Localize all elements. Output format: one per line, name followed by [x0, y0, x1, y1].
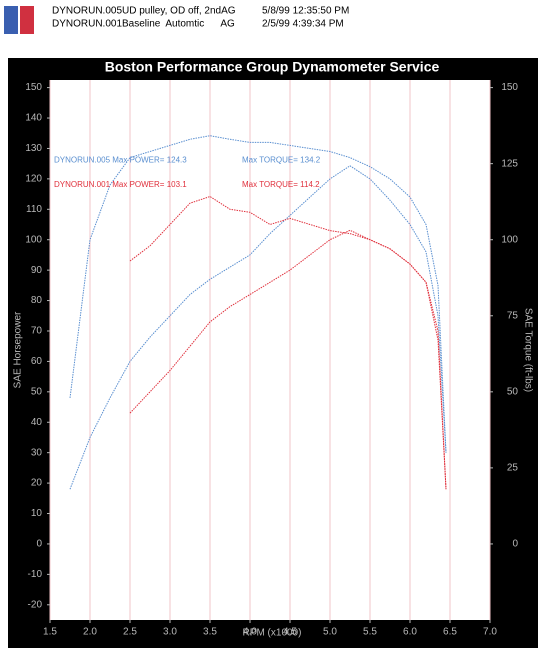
header-desc: UD pulley, OD off, 2ndAG	[122, 6, 236, 17]
y2-tick-label: 100	[501, 234, 518, 245]
y2-tick-label: 50	[507, 386, 519, 397]
y2-tick-label: 150	[501, 82, 518, 93]
y2-tick-label: 125	[501, 158, 518, 169]
y-tick-label: 80	[31, 295, 43, 306]
y-tick-label: 120	[25, 174, 42, 185]
x-tick-label: 3.5	[203, 627, 217, 638]
header-date: 5/8/99 12:35:50 PM	[262, 6, 349, 17]
series-line	[129, 195, 447, 490]
x-tick-label: 6.5	[443, 627, 457, 638]
x-tick-label: 2.0	[83, 627, 97, 638]
y-tick-label: 50	[31, 386, 43, 397]
y-tick-label: 100	[25, 234, 42, 245]
annotation: Max TORQUE= 114.2	[242, 180, 320, 189]
x-tick-label: 5.5	[363, 627, 377, 638]
header-desc: Baseline Automtic AG	[122, 19, 235, 30]
x-tick-label: 4.5	[283, 627, 297, 638]
annotation: DYNORUN.001 Max POWER= 103.1	[54, 180, 187, 189]
y2-axis-label: SAE Torque (ft-lbs)	[522, 308, 533, 392]
annotation: Max TORQUE= 134.2	[242, 156, 321, 165]
y-tick-label: 20	[31, 478, 43, 489]
y2-tick-label: 25	[507, 463, 519, 474]
x-tick-label: 4.0	[243, 627, 257, 638]
y-tick-label: 40	[31, 417, 43, 428]
y-tick-label: 110	[26, 204, 42, 215]
x-tick-label: 6.0	[403, 627, 417, 638]
series-line	[69, 165, 447, 490]
y-tick-label: 140	[25, 113, 42, 124]
y-tick-label: 10	[31, 508, 43, 519]
chart-title: Boston Performance Group Dynamometer Ser…	[105, 59, 440, 75]
y2-tick-label: 0	[512, 539, 518, 550]
logo-red	[20, 6, 34, 34]
y-tick-label: 70	[31, 326, 43, 337]
header-file: DYNORUN.005	[52, 6, 122, 17]
logo-blue	[4, 6, 18, 34]
x-axis-label: RPM (x1000)	[243, 628, 302, 639]
plot-area	[50, 80, 490, 620]
y2-tick-label: 75	[507, 310, 519, 321]
x-tick-label: 2.5	[123, 627, 137, 638]
y-tick-label: -10	[28, 569, 43, 580]
y-tick-label: 30	[31, 447, 43, 458]
y-axis-label: SAE Horsepower	[13, 311, 24, 388]
x-tick-label: 1.5	[43, 627, 57, 638]
y-tick-label: 90	[31, 265, 43, 276]
x-tick-label: 7.0	[483, 627, 497, 638]
header-date: 2/5/99 4:39:34 PM	[262, 19, 344, 30]
series-line	[69, 135, 447, 453]
annotation: DYNORUN.005 Max POWER= 124.3	[54, 156, 187, 165]
header-file: DYNORUN.001	[52, 19, 122, 30]
y-tick-label: 60	[31, 356, 43, 367]
x-tick-label: 5.0	[323, 627, 337, 638]
x-tick-label: 3.0	[163, 627, 177, 638]
y-tick-label: 150	[25, 82, 42, 93]
y-tick-label: -20	[28, 599, 43, 610]
y-tick-label: 0	[36, 539, 42, 550]
y-tick-label: 130	[25, 143, 42, 154]
